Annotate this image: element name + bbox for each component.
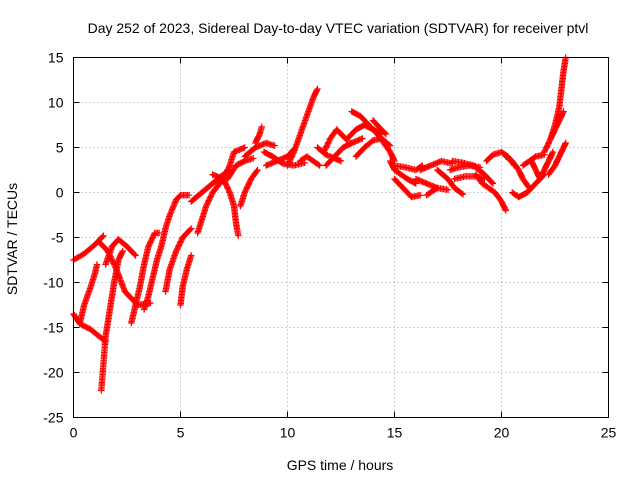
series-arc24 (322, 135, 366, 169)
series-arc13 (209, 171, 242, 239)
data-mark (417, 157, 456, 174)
y-tick-label: -15 (43, 320, 63, 336)
data-mark (140, 192, 193, 313)
series-arc38 (449, 157, 497, 187)
series-arc31 (391, 175, 424, 201)
ticks-layer: 0 5 10 15 20 25 -25 -20 -15 -10 -5 0 5 10 15 (43, 50, 616, 441)
series-arc16 (241, 139, 278, 160)
data-mark (322, 135, 366, 169)
data-mark (528, 148, 557, 183)
series-arc9 (162, 225, 195, 295)
x-tick-label: 5 (177, 425, 185, 441)
data-mark (162, 225, 195, 295)
data-mark (102, 236, 139, 268)
data-mark (177, 252, 195, 309)
data-mark (320, 126, 351, 156)
x-tick-label: 15 (387, 425, 403, 441)
series-arc8 (140, 192, 193, 313)
series-arc18 (252, 123, 265, 147)
data-mark (472, 171, 509, 214)
series-arc21 (297, 153, 323, 169)
series-arc6 (102, 236, 139, 268)
data-mark (449, 157, 497, 187)
series-arc46 (547, 108, 567, 142)
y-tick-label: 0 (56, 185, 64, 201)
series-arc45 (541, 54, 569, 156)
y-tick-label: -25 (43, 410, 63, 426)
series-arc4 (98, 247, 126, 394)
data-mark (297, 153, 323, 169)
data-mark (502, 153, 533, 192)
y-tick-label: -20 (43, 365, 63, 381)
x-tick-label: 0 (70, 425, 78, 441)
series-arc33 (423, 184, 441, 199)
data-mark (434, 166, 467, 198)
y-tick-label: 15 (48, 50, 64, 66)
y-tick-label: 10 (48, 95, 64, 111)
series-arc28 (369, 117, 390, 138)
series-arc29 (387, 157, 420, 187)
data-mark (352, 135, 394, 160)
data-mark (547, 108, 567, 142)
x-tick-label: 10 (280, 425, 296, 441)
data-mark (545, 139, 569, 178)
data-mark (541, 54, 569, 156)
series-arc10 (177, 252, 195, 309)
data-mark (98, 247, 126, 394)
series-arc41 (502, 153, 533, 192)
data-mark (237, 166, 261, 210)
x-axis-label: GPS time / hours (287, 457, 394, 473)
data-mark (241, 139, 278, 160)
data-mark (284, 85, 321, 169)
y-tick-label: 5 (56, 140, 64, 156)
series-arc35 (434, 166, 467, 198)
marks-layer (70, 54, 569, 394)
data-mark (423, 184, 441, 199)
data-mark (252, 123, 265, 147)
data-mark (369, 117, 390, 138)
chart-title: Day 252 of 2023, Sidereal Day-to-day VTE… (88, 20, 589, 36)
data-mark (387, 157, 420, 187)
series-arc15 (237, 166, 261, 210)
data-mark (128, 229, 163, 327)
series-arc7 (128, 229, 163, 327)
series-arc14 (224, 155, 257, 183)
y-axis-label: SDTVAR / TECUs (4, 183, 20, 295)
series-arc39 (472, 171, 509, 214)
x-tick-label: 25 (601, 425, 617, 441)
series-arc47 (545, 139, 569, 178)
series-arc20 (284, 85, 321, 169)
y-tick-label: -10 (43, 275, 63, 291)
data-mark (224, 155, 257, 183)
series-arc3 (76, 261, 101, 327)
data-mark (76, 261, 101, 327)
series-arc27 (352, 135, 394, 160)
y-tick-label: -5 (51, 230, 64, 246)
series-arc23 (320, 126, 351, 156)
data-mark (209, 171, 242, 239)
series-arc44 (528, 148, 557, 183)
x-tick-label: 20 (494, 425, 510, 441)
series-arc34 (417, 157, 456, 174)
data-mark (391, 175, 424, 201)
